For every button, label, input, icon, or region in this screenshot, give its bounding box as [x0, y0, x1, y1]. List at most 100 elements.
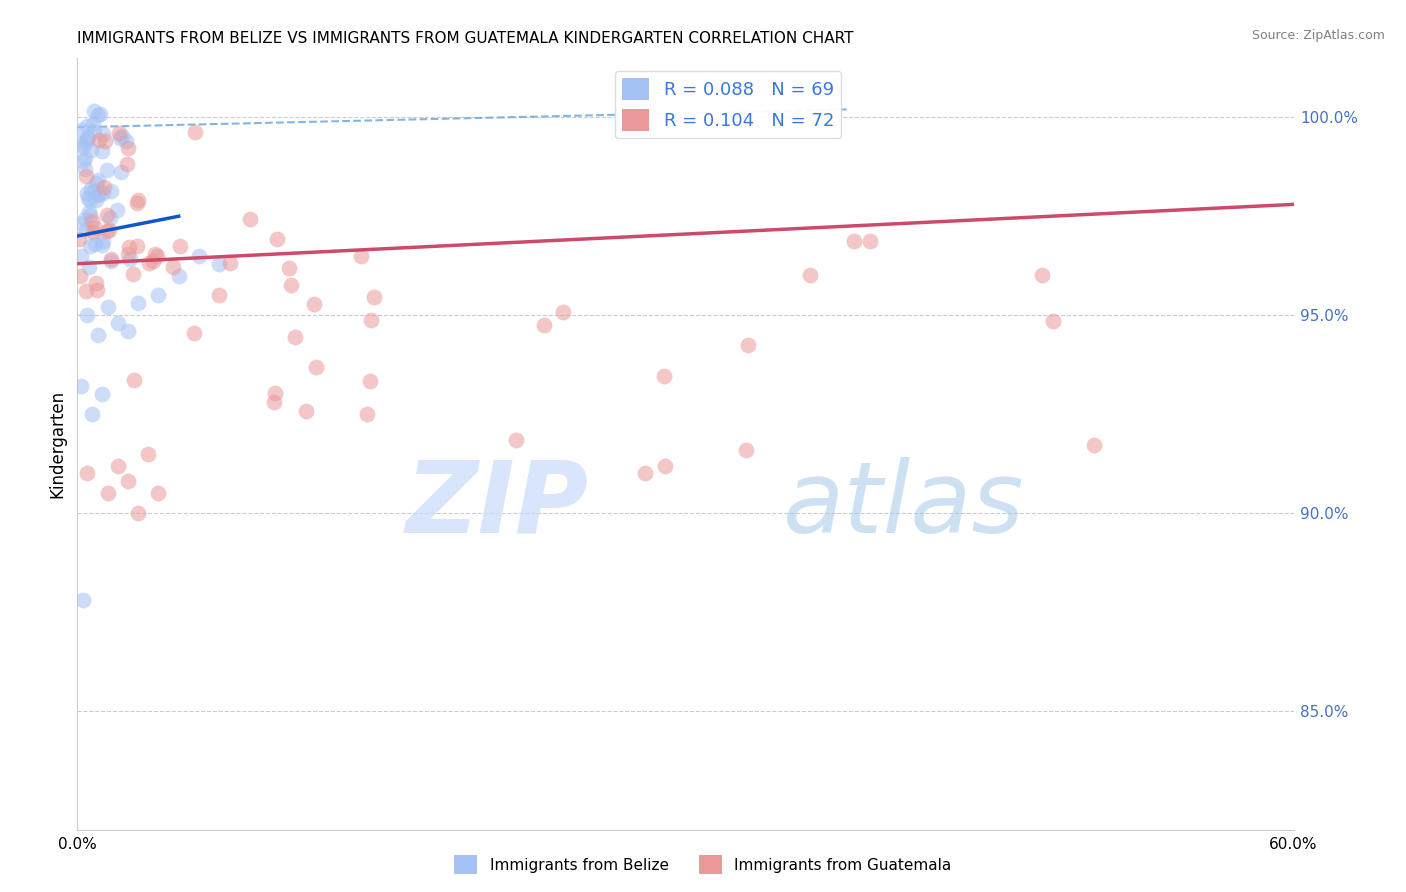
Point	[72, 153, 94, 168]
Point	[69, 250, 91, 264]
Point	[87, 188, 110, 202]
Point	[118, 240, 141, 254]
Point	[97, 486, 120, 500]
Legend: R = 0.088   N = 69, R = 0.104   N = 72: R = 0.088 N = 69, R = 0.104 N = 72	[614, 70, 841, 138]
Point	[94, 134, 117, 148]
Point	[98, 211, 121, 225]
Point	[86, 276, 108, 290]
Point	[84, 176, 107, 190]
Point	[105, 202, 128, 217]
Point	[87, 133, 110, 147]
Point	[79, 193, 101, 207]
Point	[360, 313, 382, 327]
Point	[1031, 268, 1053, 282]
Point	[145, 249, 167, 263]
Point	[111, 128, 134, 143]
Point	[80, 182, 103, 196]
Point	[79, 208, 101, 222]
Legend: Immigrants from Belize, Immigrants from Guatemala: Immigrants from Belize, Immigrants from …	[449, 849, 957, 880]
Point	[80, 407, 103, 421]
Point	[278, 261, 301, 276]
Point	[86, 283, 108, 297]
Point	[75, 222, 97, 236]
Point	[82, 117, 104, 131]
Point	[77, 131, 100, 145]
Point	[76, 119, 98, 133]
Point	[117, 247, 139, 261]
Point	[75, 169, 97, 183]
Point	[77, 191, 100, 205]
Point	[76, 308, 98, 322]
Point	[280, 277, 302, 292]
Point	[634, 467, 657, 481]
Point	[89, 186, 111, 200]
Point	[350, 249, 373, 263]
Point	[169, 239, 191, 253]
Point	[96, 208, 118, 222]
Point	[127, 195, 149, 210]
Point	[505, 433, 527, 447]
Point	[90, 238, 112, 252]
Point	[1042, 314, 1064, 328]
Point	[127, 193, 149, 207]
Point	[107, 316, 129, 330]
Point	[87, 108, 110, 122]
Point	[110, 131, 132, 145]
Point	[183, 326, 205, 341]
Point	[122, 373, 145, 387]
Point	[188, 249, 211, 263]
Point	[72, 593, 94, 607]
Point	[79, 205, 101, 219]
Point	[127, 506, 149, 520]
Point	[148, 486, 170, 500]
Point	[75, 284, 97, 298]
Point	[652, 368, 675, 383]
Point	[118, 252, 141, 266]
Point	[842, 234, 865, 248]
Point	[117, 324, 139, 338]
Point	[208, 257, 231, 271]
Point	[208, 288, 231, 302]
Point	[533, 318, 555, 332]
Text: atlas: atlas	[783, 457, 1025, 554]
Point	[70, 137, 93, 152]
Point	[167, 268, 190, 283]
Text: ZIP: ZIP	[405, 457, 588, 554]
Point	[79, 143, 101, 157]
Point	[239, 211, 262, 226]
Point	[162, 260, 184, 274]
Point	[858, 235, 880, 249]
Point	[1083, 438, 1105, 452]
Point	[82, 225, 104, 239]
Point	[294, 404, 316, 418]
Point	[67, 232, 90, 246]
Point	[73, 211, 96, 226]
Point	[145, 247, 167, 261]
Point	[70, 216, 93, 230]
Point	[363, 290, 385, 304]
Text: IMMIGRANTS FROM BELIZE VS IMMIGRANTS FROM GUATEMALA KINDERGARTEN CORRELATION CHA: IMMIGRANTS FROM BELIZE VS IMMIGRANTS FRO…	[77, 31, 853, 46]
Point	[305, 359, 328, 374]
Point	[654, 458, 676, 473]
Point	[89, 107, 111, 121]
Point	[96, 163, 118, 178]
Point	[91, 128, 114, 142]
Point	[82, 214, 104, 228]
Point	[77, 260, 100, 274]
Point	[117, 141, 139, 155]
Y-axis label: Kindergarten: Kindergarten	[48, 390, 66, 498]
Point	[100, 254, 122, 268]
Point	[100, 252, 122, 266]
Point	[97, 300, 120, 314]
Point	[148, 288, 170, 302]
Point	[76, 467, 98, 481]
Point	[84, 194, 107, 208]
Point	[90, 387, 112, 401]
Point	[117, 475, 139, 489]
Point	[69, 269, 91, 284]
Point	[266, 232, 288, 246]
Point	[87, 173, 110, 187]
Point	[91, 186, 114, 200]
Point	[284, 330, 307, 344]
Point	[84, 221, 107, 235]
